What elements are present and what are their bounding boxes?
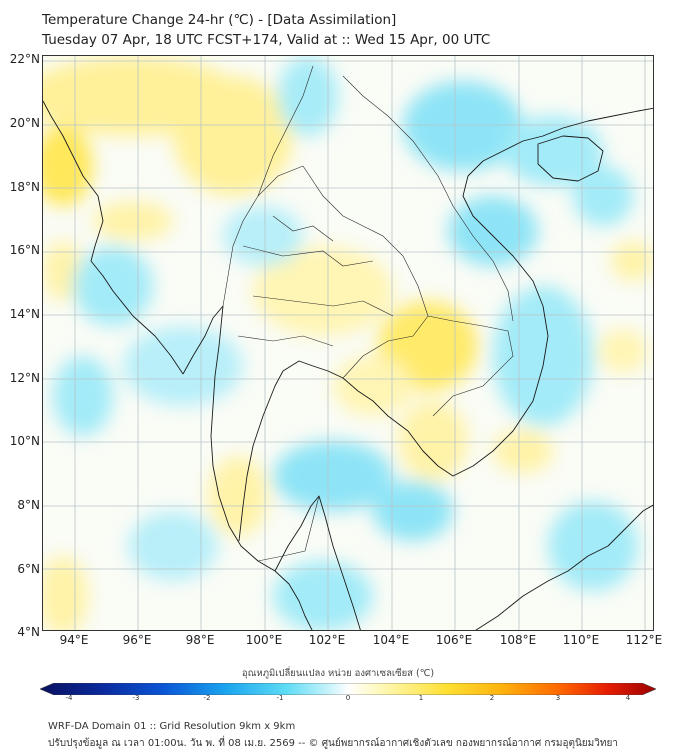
warm-anomaly [493,429,553,473]
colorbar-tick: -1 [276,694,284,702]
lon-label-112: 112°E [625,633,663,647]
colorbar-tick: 1 [418,694,424,702]
temperature-change-map [43,56,653,630]
borneo-coast [475,504,653,630]
thailand-myanmar-border [222,165,304,307]
warm-anomaly [398,401,468,481]
lon-label-108: 108°E [499,633,537,647]
province-lines-2 [237,215,334,347]
colorbar-tick: 2 [489,694,495,702]
admin-borders [222,65,514,562]
colorbar-tick: -4 [65,694,73,702]
lat-label-16: 16°N [9,243,40,257]
colorbar-tick: -2 [203,694,211,702]
lon-label-102: 102°E [308,633,346,647]
lon-label-94: 94°E [59,633,89,647]
temperature-field [43,56,653,630]
cool-anomaly [403,81,523,171]
lat-label-20: 20°N [9,116,40,130]
cool-anomaly [503,116,603,186]
title-line-1: Temperature Change 24-hr (℃) - [Data Ass… [42,12,397,28]
cool-anomaly [278,56,338,136]
colorbar-tick: 3 [555,694,561,702]
malaysia-thailand-border [257,495,320,562]
colorbar [39,680,657,696]
lat-label-14: 14°N [9,307,40,321]
warm-anomaly [43,126,93,206]
cool-anomaly [573,166,633,226]
lat-label-4: 4°N [17,625,40,639]
graticule [43,56,653,630]
title-line-2: Tuesday 07 Apr, 18 UTC FCST+174, Valid a… [42,32,491,48]
warm-anomaly [333,356,413,416]
lat-label-8: 8°N [17,498,40,512]
lat-label-12: 12°N [9,371,40,385]
hainan-island [537,135,604,182]
cool-anomaly [548,501,638,591]
tenasserim-coast [210,305,276,572]
map-title: Temperature Change 24-hr (℃) - [Data Ass… [42,10,490,50]
colorbar-title: อุณหภูมิเปลี่ยนแปลง หน่วย องศาเซลเซียส (… [241,668,435,679]
cool-anomaly [373,481,453,541]
lat-label-18: 18°N [9,180,40,194]
cool-anomaly [448,196,538,266]
cool-anomaly [123,326,243,406]
warm-anomaly [598,329,648,373]
colorbar-tick: -3 [132,694,140,702]
map-panel[interactable] [42,55,654,631]
myanmar-west-coast [43,100,184,375]
warm-anomaly [93,201,173,241]
cool-anomaly [53,356,113,436]
lon-label-96: 96°E [122,633,152,647]
cool-anomaly [493,286,593,426]
cool-anomaly [223,206,303,266]
lon-label-100: 100°E [245,633,283,647]
lon-label-110: 110°E [562,633,600,647]
colorbar-tick: 4 [625,694,631,702]
lat-label-22: 22°N [9,52,40,66]
footer-credits: ปรับปรุงข้อมูล ณ เวลา 01:00น. วัน พ. ที่… [48,738,618,749]
myanmar-laos-border [257,65,314,197]
footer-model-info: WRF-DA Domain 01 :: Grid Resolution 9km … [48,721,296,732]
warm-anomaly [43,556,88,630]
cool-anomaly [273,441,393,511]
cool-anomaly [73,246,153,326]
colorbar-tick: 0 [345,694,351,702]
lon-label-98: 98°E [185,633,215,647]
coastlines [43,100,653,630]
warm-anomaly [208,456,268,536]
warm-anomaly [173,76,293,196]
china-south-coast [482,107,653,162]
thailand-cambodia-border [342,315,429,379]
warm-anomaly [253,246,393,336]
gulf-of-thailand-west [238,360,314,542]
gulf-of-martaban [182,305,224,375]
lat-label-10: 10°N [9,434,40,448]
thailand-laos-border [302,165,429,317]
lat-label-6: 6°N [17,562,40,576]
cambodia-vietnam-coast [407,160,549,477]
laos-vietnam-border [342,75,514,322]
lon-label-104: 104°E [372,633,410,647]
province-lines-1 [242,245,394,317]
gulf-of-thailand-north [312,365,409,432]
cambodia-vietnam-border [427,315,514,417]
cool-anomaly [273,561,373,630]
warm-anomaly [611,241,653,281]
cool-anomaly [128,511,218,581]
malay-east-coast [274,495,361,630]
lon-label-106: 106°E [435,633,473,647]
malay-west-coast [274,570,313,630]
